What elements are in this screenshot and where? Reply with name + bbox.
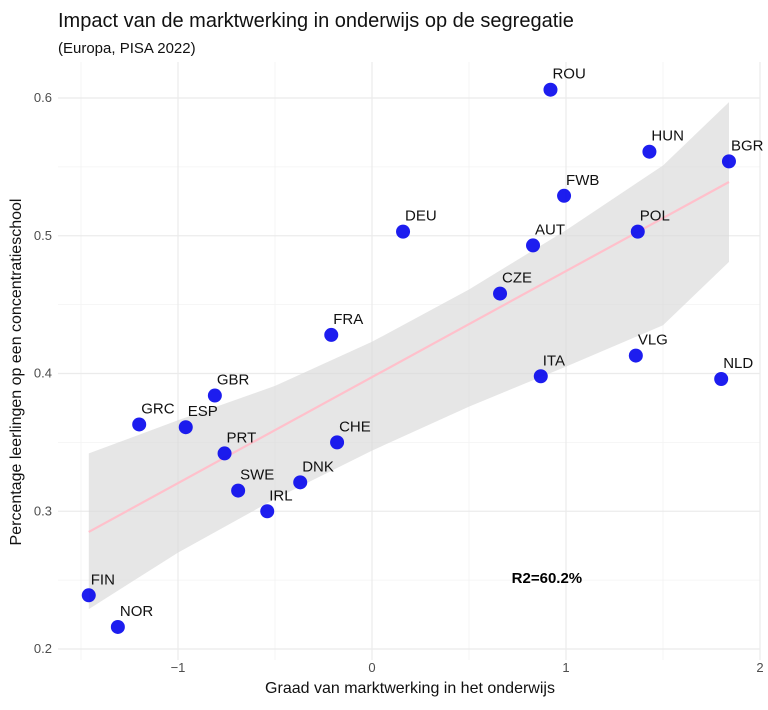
data-point-vlg [628, 348, 643, 363]
point-label-prt: PRT [227, 429, 257, 446]
data-point-gbr [207, 388, 222, 403]
confidence-band [88, 102, 730, 610]
data-point-esp [178, 420, 193, 435]
data-point-nor [110, 619, 125, 634]
chart-subtitle: (Europa, PISA 2022) [58, 40, 196, 57]
point-label-fwb: FWB [566, 172, 599, 189]
point-label-cze: CZE [502, 270, 532, 287]
data-point-ita [533, 369, 548, 384]
x-tick-label: 2 [756, 660, 763, 675]
data-point-rou [543, 82, 558, 97]
point-label-pol: POL [640, 208, 670, 225]
point-label-fra: FRA [333, 311, 363, 328]
data-point-fin [81, 588, 96, 603]
x-tick-label: 0 [368, 660, 375, 675]
point-label-nor: NOR [120, 603, 154, 620]
point-label-hun: HUN [651, 128, 684, 145]
regression-line-layer [88, 181, 730, 533]
data-point-fwb [557, 188, 572, 203]
chart-title: Impact van de marktwerking in onderwijs … [58, 10, 574, 32]
data-point-swe [231, 483, 246, 498]
data-point-cze [493, 286, 508, 301]
data-point-deu [396, 224, 411, 239]
data-point-nld [714, 372, 729, 387]
point-label-aut: AUT [535, 221, 565, 238]
confidence-band-layer [88, 102, 730, 610]
x-axis-title: Graad van marktwerking in het onderwijs [265, 680, 555, 697]
data-point-che [330, 435, 345, 450]
y-axis-title: Percentage leerlingen op een concentrati… [8, 199, 25, 546]
point-label-che: CHE [339, 418, 371, 435]
y-tick-label: 0.5 [34, 228, 52, 243]
point-label-swe: SWE [240, 467, 274, 484]
data-point-prt [217, 446, 232, 461]
data-point-grc [132, 417, 147, 432]
y-tick-label: 0.6 [34, 90, 52, 105]
point-label-nld: NLD [723, 355, 753, 372]
x-tick-label: 1 [562, 660, 569, 675]
point-label-grc: GRC [141, 400, 175, 417]
data-point-aut [526, 238, 541, 253]
x-tick-label: −1 [171, 660, 186, 675]
data-points [81, 82, 736, 634]
point-label-esp: ESP [188, 403, 218, 420]
point-label-ita: ITA [543, 352, 565, 369]
data-point-bgr [721, 154, 736, 169]
point-label-irl: IRL [269, 487, 292, 504]
axis-ticks: −1 0 1 2 0.2 0.3 0.4 0.5 0.6 [34, 90, 764, 675]
point-label-bgr: BGR [731, 137, 764, 154]
y-tick-label: 0.3 [34, 503, 52, 518]
point-label-fin: FIN [91, 571, 115, 588]
point-label-rou: ROU [552, 66, 585, 83]
y-tick-label: 0.4 [34, 366, 52, 381]
point-labels: ROU HUN BGR FWB DEU POL AUT CZE FRA VLG ITA NLD GBR G… [91, 66, 764, 620]
data-point-fra [324, 327, 339, 342]
point-label-dnk: DNK [302, 458, 334, 475]
y-tick-label: 0.2 [34, 641, 52, 656]
data-point-pol [630, 224, 645, 239]
data-point-hun [642, 144, 657, 159]
point-label-gbr: GBR [217, 372, 250, 389]
point-label-deu: DEU [405, 208, 437, 225]
point-label-vlg: VLG [638, 332, 668, 349]
r2-annotation: R2=60.2% [512, 570, 582, 587]
data-point-irl [260, 504, 275, 519]
data-point-dnk [293, 475, 308, 490]
regression-line [88, 181, 730, 533]
